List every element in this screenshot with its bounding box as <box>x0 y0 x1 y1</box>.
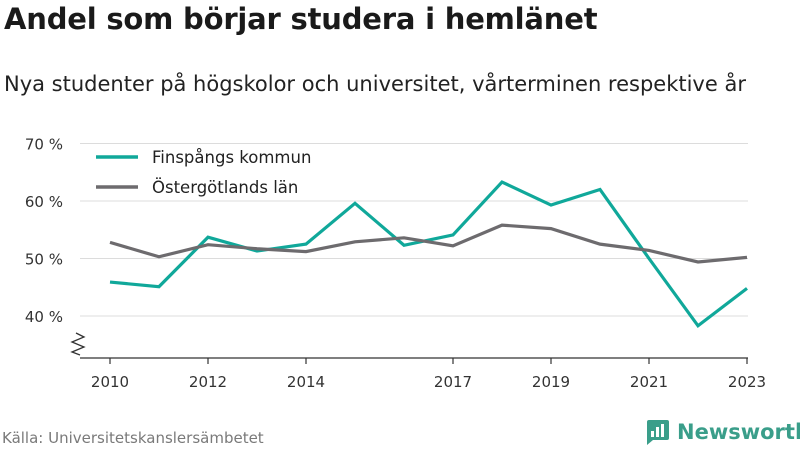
source-note: Källa: Universitetskanslersämbetet <box>2 429 264 447</box>
x-tick-label: 2023 <box>728 373 766 391</box>
series-line-finspang <box>109 180 748 329</box>
x-tick-label: 2012 <box>189 373 227 391</box>
newsworthy-logo-icon <box>647 420 669 445</box>
x-tick-label: 2010 <box>91 373 129 391</box>
x-tick-label: 2014 <box>287 373 325 391</box>
brand-name: Newsworthy <box>677 420 800 444</box>
x-tick-label: 2017 <box>434 373 472 391</box>
x-tick-label: 2021 <box>630 373 668 391</box>
grid-lines <box>80 143 748 317</box>
chart-subtitle: Nya studenter på högskolor och universit… <box>4 72 746 96</box>
series-lines <box>109 180 748 329</box>
series-line-ostergotland <box>109 223 748 264</box>
axis-break-icon <box>70 332 86 356</box>
legend-label: Östergötlands län <box>152 178 298 197</box>
y-tick-label: 40 % <box>25 308 63 326</box>
legend-label: Finspångs kommun <box>152 148 311 167</box>
brand-logo: Newsworthy <box>644 418 800 446</box>
chart-title: Andel som börjar studera i hemlänet <box>4 2 598 36</box>
y-tick-label: 50 % <box>25 251 63 269</box>
axes: 70 % 60 % 50 % 40 % 2010 2012 2014 2017 2019 2021… <box>25 136 766 392</box>
x-tick-label: 2019 <box>532 373 570 391</box>
y-tick-label: 60 % <box>25 193 63 211</box>
y-tick-label: 70 % <box>25 136 63 154</box>
legend: Finspångs kommun Östergötlands län <box>96 148 311 197</box>
